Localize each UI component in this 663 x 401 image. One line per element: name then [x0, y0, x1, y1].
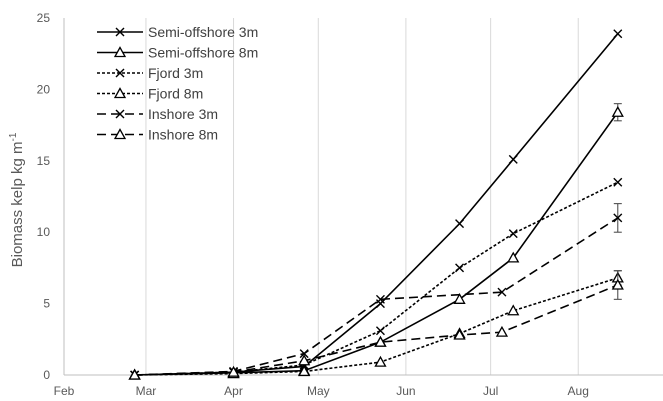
data-point-cross-marker	[375, 326, 385, 336]
data-point-cross-marker	[613, 29, 623, 39]
x-tick-label: Aug	[568, 384, 589, 398]
legend-entry: Fjord 8m	[97, 86, 203, 102]
data-series	[128, 29, 624, 380]
series-line	[134, 277, 619, 376]
x-tick-label: Apr	[224, 384, 243, 398]
series-semi-offshore-8m	[128, 103, 624, 380]
y-axis-title-superscript: -1	[8, 132, 19, 141]
series-line	[134, 284, 619, 376]
y-tick-label: 15	[37, 154, 51, 168]
y-tick-label: 20	[37, 82, 51, 96]
data-point-triangle-marker	[298, 354, 311, 366]
y-tick-label: 25	[37, 11, 51, 25]
data-point-cross-marker	[115, 68, 125, 78]
y-tick-label: 5	[43, 297, 50, 311]
data-point-cross-marker	[115, 109, 125, 119]
legend-label: Semi-offshore 8m	[148, 45, 258, 61]
data-point-cross-marker	[115, 27, 125, 37]
data-point-triangle-marker	[374, 335, 387, 347]
legend-entry: Inshore 3m	[97, 106, 218, 122]
data-point-triangle-marker	[611, 278, 624, 290]
data-point-cross-marker	[508, 154, 518, 164]
grid-lines	[63, 18, 579, 375]
data-point-cross-marker	[497, 287, 507, 297]
data-point-triangle-marker	[611, 105, 624, 117]
data-point-cross-marker	[455, 219, 465, 229]
legend-label: Fjord 3m	[148, 65, 203, 81]
data-point-triangle-marker	[113, 87, 127, 99]
y-axis-title: Biomass kelp kg m-1	[8, 132, 26, 267]
data-point-triangle-marker	[227, 365, 240, 377]
data-point-cross-marker	[375, 294, 385, 304]
series-line	[134, 33, 619, 376]
data-point-triangle-marker	[298, 365, 311, 377]
legend-entry: Fjord 3m	[97, 65, 203, 81]
data-point-triangle-marker	[507, 251, 520, 263]
data-point-cross-marker	[375, 299, 385, 309]
tick-labels: Feb Mar Apr May Jun Jul Aug 0 5 10 15 20 25	[37, 11, 589, 398]
series-line	[134, 217, 619, 376]
legend-entry: Semi-offshore 3m	[97, 24, 258, 40]
y-tick-label: 0	[43, 368, 50, 382]
data-point-triangle-marker	[453, 292, 466, 304]
legend: Semi-offshore 3m Semi-offshore 8m Fjord 3m…	[97, 24, 258, 143]
x-tick-label: Feb	[54, 384, 75, 398]
series-semi-offshore-3m	[130, 29, 623, 380]
data-point-cross-marker	[455, 263, 465, 273]
series-inshore-3m	[130, 203, 623, 380]
legend-entry: Semi-offshore 8m	[97, 45, 258, 61]
y-tick-label: 10	[37, 225, 51, 239]
data-point-triangle-marker	[128, 368, 141, 380]
data-point-triangle-marker	[495, 325, 509, 337]
legend-label: Inshore 8m	[148, 127, 218, 143]
x-tick-label: Mar	[136, 384, 157, 398]
series-line	[134, 111, 619, 376]
series-fjord-8m	[128, 270, 624, 380]
data-point-triangle-marker	[453, 328, 466, 340]
data-point-cross-marker	[613, 213, 623, 223]
legend-label: Semi-offshore 3m	[148, 24, 258, 40]
series-inshore-8m	[128, 270, 624, 380]
x-tick-label: Jul	[483, 384, 498, 398]
data-point-triangle-marker	[507, 304, 520, 316]
data-point-cross-marker	[613, 177, 623, 187]
x-tick-label: Jun	[396, 384, 415, 398]
legend-label: Fjord 8m	[148, 86, 203, 102]
legend-entry: Inshore 8m	[97, 127, 218, 143]
data-point-cross-marker	[299, 349, 309, 359]
data-point-cross-marker	[508, 229, 518, 239]
y-axis-title-text: Biomass kelp kg m	[9, 142, 26, 268]
data-point-triangle-marker	[113, 46, 127, 58]
data-point-triangle-marker	[374, 355, 387, 367]
data-point-triangle-marker	[113, 128, 127, 140]
legend-label: Inshore 3m	[148, 106, 218, 122]
x-tick-label: May	[307, 384, 330, 398]
